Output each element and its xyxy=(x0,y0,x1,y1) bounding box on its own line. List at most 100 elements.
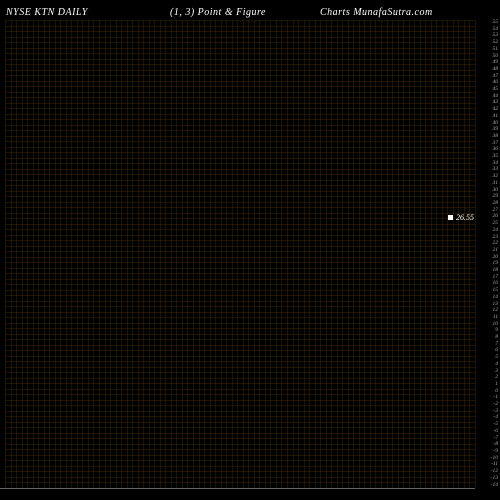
grid-line-vertical xyxy=(232,20,233,488)
grid-line-vertical xyxy=(11,20,12,488)
grid-line-vertical xyxy=(237,20,238,488)
grid-line-vertical xyxy=(337,20,338,488)
source-label: Charts MunafaSutra.com xyxy=(320,7,433,18)
y-axis-tick: 28 xyxy=(478,201,498,206)
y-axis-tick: 42 xyxy=(478,107,498,112)
grid-line-horizontal xyxy=(5,339,475,340)
grid-line-vertical xyxy=(392,20,393,488)
grid-line-vertical xyxy=(116,20,117,488)
y-axis-tick: 11 xyxy=(478,315,498,320)
y-axis-tick: -5 xyxy=(478,422,498,427)
grid-line-horizontal xyxy=(5,383,475,384)
y-axis-tick: 10 xyxy=(478,322,498,327)
grid-line-vertical xyxy=(187,20,188,488)
y-axis-tick: 21 xyxy=(478,248,498,253)
y-axis-tick: 54 xyxy=(478,27,498,32)
grid-line-horizontal xyxy=(5,158,475,159)
grid-line-horizontal xyxy=(5,70,475,71)
grid-line-horizontal xyxy=(5,312,475,313)
grid-line-horizontal xyxy=(5,240,475,241)
grid-line-horizontal xyxy=(5,295,475,296)
grid-line-vertical xyxy=(353,20,354,488)
grid-line-horizontal xyxy=(5,356,475,357)
grid-line-vertical xyxy=(210,20,211,488)
grid-line-vertical xyxy=(165,20,166,488)
y-axis-tick: 41 xyxy=(478,114,498,119)
grid-line-horizontal xyxy=(5,196,475,197)
y-axis-tick: -9 xyxy=(478,449,498,454)
grid-line-horizontal xyxy=(5,147,475,148)
y-axis-tick: 3 xyxy=(478,369,498,374)
y-axis-tick: 20 xyxy=(478,255,498,260)
grid-line-vertical xyxy=(254,20,255,488)
grid-line-vertical xyxy=(403,20,404,488)
grid-line-vertical xyxy=(398,20,399,488)
grid-line-horizontal xyxy=(5,389,475,390)
grid-line-vertical xyxy=(27,20,28,488)
grid-line-horizontal xyxy=(5,86,475,87)
chart-type-label: (1, 3) Point & Figure xyxy=(170,7,266,18)
grid-line-vertical xyxy=(149,20,150,488)
y-axis-tick: 46 xyxy=(478,80,498,85)
y-axis-tick: 31 xyxy=(478,181,498,186)
grid-line-horizontal xyxy=(5,224,475,225)
grid-line-vertical xyxy=(182,20,183,488)
grid-line-vertical xyxy=(160,20,161,488)
grid-line-horizontal xyxy=(5,185,475,186)
grid-line-horizontal xyxy=(5,92,475,93)
x-axis-band xyxy=(0,488,475,500)
y-axis-tick: 53 xyxy=(478,33,498,38)
grid-line-vertical xyxy=(370,20,371,488)
grid-line-vertical xyxy=(458,20,459,488)
grid-line-horizontal xyxy=(5,466,475,467)
grid-line-horizontal xyxy=(5,114,475,115)
grid-line-vertical xyxy=(132,20,133,488)
grid-line-vertical xyxy=(436,20,437,488)
grid-line-horizontal xyxy=(5,26,475,27)
grid-line-horizontal xyxy=(5,152,475,153)
grid-line-vertical xyxy=(293,20,294,488)
grid-line-vertical xyxy=(453,20,454,488)
y-axis-tick: 48 xyxy=(478,67,498,72)
grid-line-vertical xyxy=(281,20,282,488)
grid-line-vertical xyxy=(66,20,67,488)
chart-container: NYSE KTN DAILY (1, 3) Point & Figure Cha… xyxy=(0,0,500,500)
y-axis-tick: -11 xyxy=(478,462,498,467)
y-axis-tick: 13 xyxy=(478,302,498,307)
grid-line-vertical xyxy=(409,20,410,488)
grid-line-vertical xyxy=(342,20,343,488)
y-axis-tick: 19 xyxy=(478,261,498,266)
y-axis-tick: 52 xyxy=(478,40,498,45)
y-axis-tick: 30 xyxy=(478,188,498,193)
grid-line-vertical xyxy=(309,20,310,488)
y-axis-tick: 6 xyxy=(478,348,498,353)
y-axis-tick: -10 xyxy=(478,456,498,461)
grid-line-horizontal xyxy=(5,136,475,137)
y-axis-tick: 2 xyxy=(478,375,498,380)
grid-line-horizontal xyxy=(5,400,475,401)
y-axis-tick: 33 xyxy=(478,167,498,172)
grid-line-vertical xyxy=(55,20,56,488)
grid-line-horizontal xyxy=(5,334,475,335)
ticker-title: NYSE KTN DAILY xyxy=(6,7,88,18)
grid-line-horizontal xyxy=(5,405,475,406)
y-axis-tick: 43 xyxy=(478,100,498,105)
grid-line-horizontal xyxy=(5,48,475,49)
grid-line-horizontal xyxy=(5,103,475,104)
grid-line-horizontal xyxy=(5,202,475,203)
y-axis-tick: 17 xyxy=(478,275,498,280)
grid-line-horizontal xyxy=(5,345,475,346)
y-axis-tick: 8 xyxy=(478,335,498,340)
grid-line-vertical xyxy=(243,20,244,488)
grid-line-vertical xyxy=(248,20,249,488)
grid-line-horizontal xyxy=(5,207,475,208)
grid-line-vertical xyxy=(442,20,443,488)
y-axis-tick: 26 xyxy=(478,214,498,219)
grid-line-vertical xyxy=(331,20,332,488)
grid-line-horizontal xyxy=(5,213,475,214)
grid-line-horizontal xyxy=(5,279,475,280)
y-axis-tick: -8 xyxy=(478,442,498,447)
y-axis-tick: 37 xyxy=(478,141,498,146)
grid-line-vertical xyxy=(375,20,376,488)
grid-line-horizontal xyxy=(5,416,475,417)
